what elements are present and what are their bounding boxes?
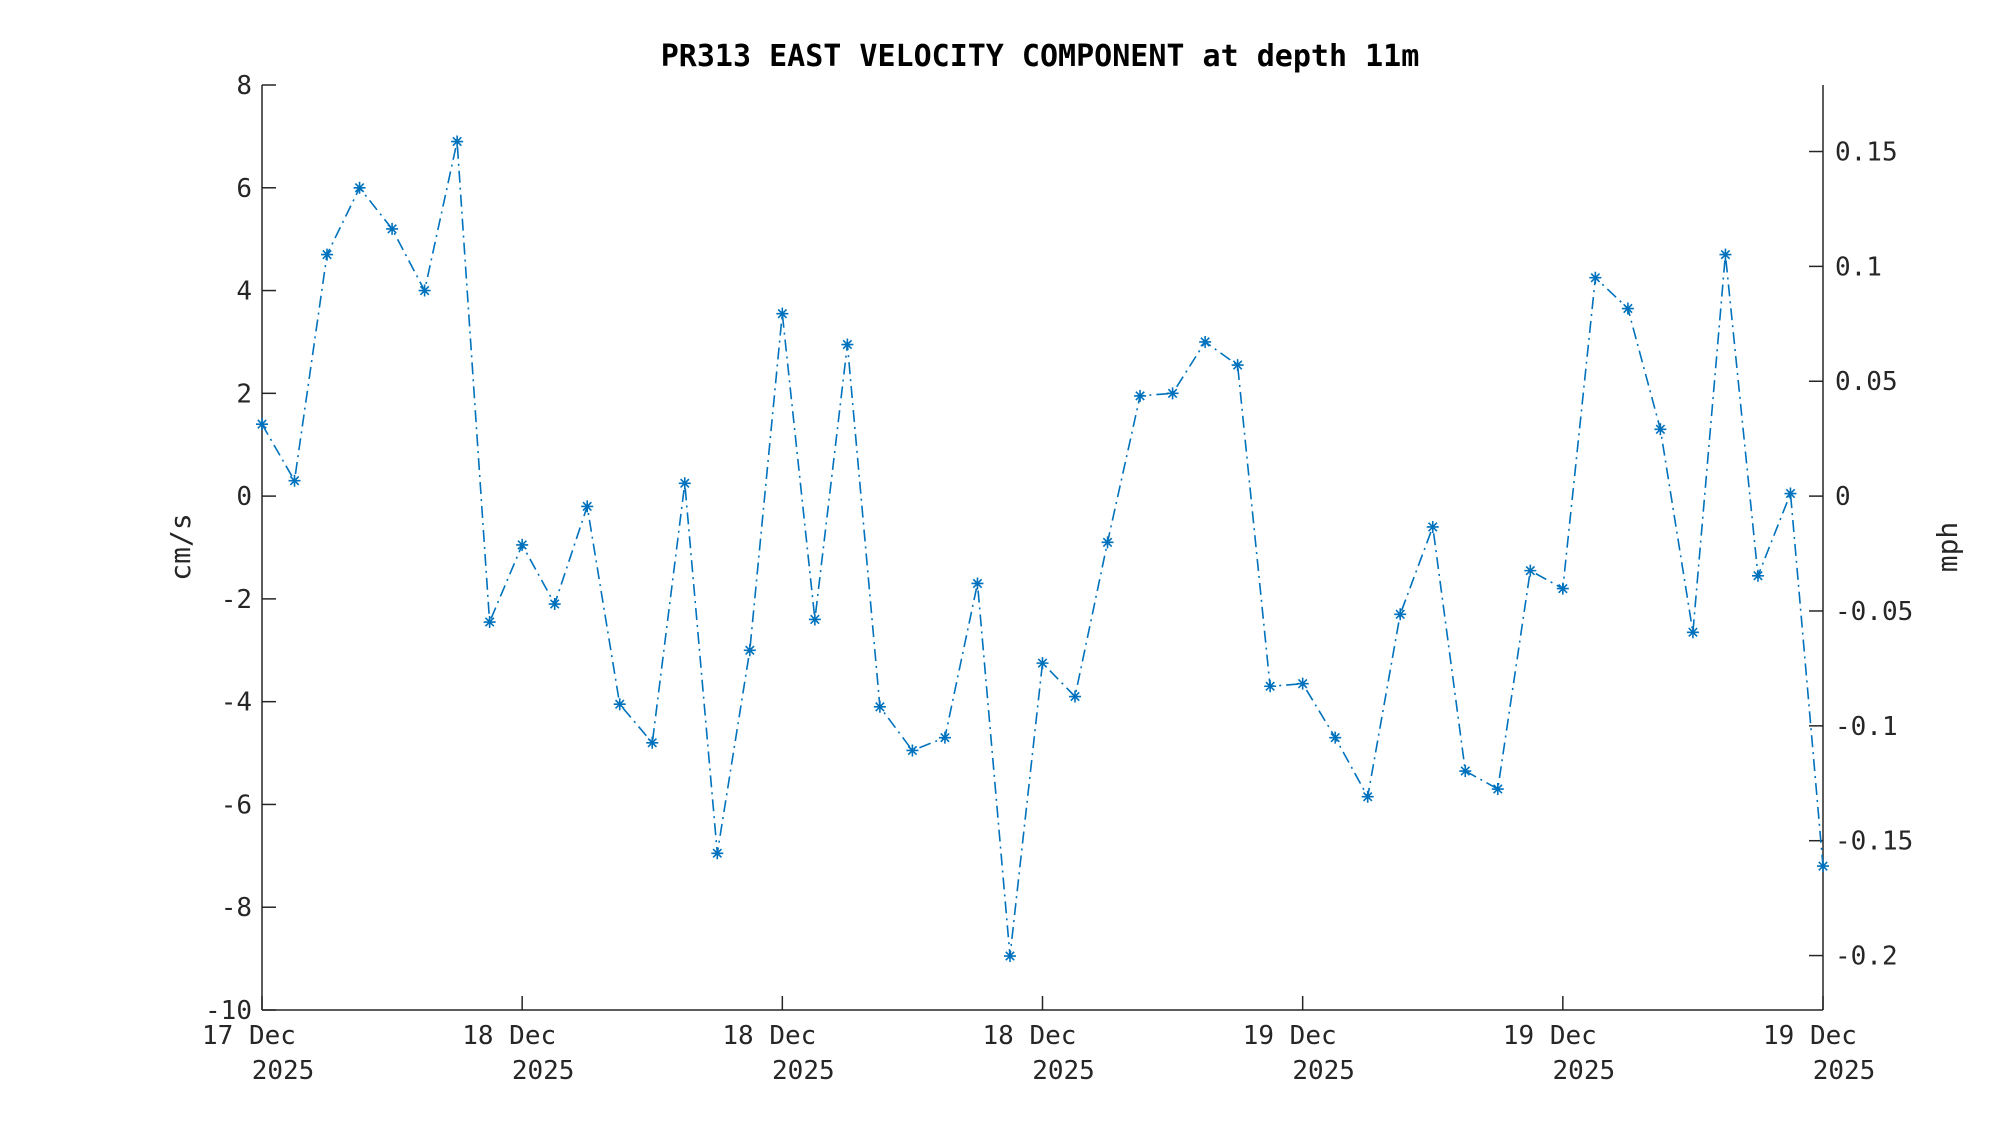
data-point-marker: [646, 736, 659, 749]
chart-title: PR313 EAST VELOCITY COMPONENT at depth 1…: [661, 39, 1420, 74]
data-point-marker: [1069, 690, 1082, 703]
y-tick-label-right: -0.2: [1835, 942, 1898, 972]
data-point-marker: [1003, 950, 1016, 963]
data-point-marker: [971, 577, 984, 590]
data-point-marker: [1361, 790, 1374, 803]
y-tick-label-right: -0.15: [1835, 827, 1913, 857]
data-point-marker: [353, 181, 366, 194]
y-tick-label-right: 0.15: [1835, 138, 1898, 168]
x-tick-label-date: 17 Dec: [202, 1021, 296, 1051]
data-point-marker: [581, 500, 594, 513]
x-ticks: 17 Dec 2025 18 Dec 2025 18 Dec 2025 18 Dec 2025…: [202, 996, 1875, 1086]
x-tick-label-date: 18 Dec: [462, 1021, 556, 1051]
data-point-marker: [1231, 359, 1244, 372]
data-point-marker: [1686, 626, 1699, 639]
data-point-marker: [483, 616, 496, 629]
data-point-marker: [386, 222, 399, 235]
y-axis-label-left: cm/s: [164, 513, 197, 580]
y-tick-label-left: 0: [236, 482, 252, 512]
data-point-marker: [678, 477, 691, 490]
y-tick-label-left: -6: [221, 790, 252, 820]
data-point-marker: [1817, 860, 1829, 873]
data-point-marker: [1166, 387, 1179, 400]
data-point-marker: [1199, 335, 1212, 348]
data-point-marker: [1556, 582, 1569, 595]
data-point-marker: [1101, 536, 1114, 549]
plot-axes: [261, 85, 1824, 1011]
data-point-marker: [1394, 608, 1407, 621]
data-point-marker: [1621, 302, 1634, 315]
y-tick-label-right: 0.1: [1835, 252, 1882, 282]
data-point-marker: [906, 744, 919, 757]
data-point-marker: [776, 307, 789, 320]
data-point-marker: [808, 613, 821, 626]
data-point-marker: [711, 847, 724, 860]
data-point-marker: [1329, 731, 1342, 744]
series-line: [261, 141, 1824, 957]
x-tick-label-date: 18 Dec: [983, 1021, 1077, 1051]
data-point-marker: [418, 284, 431, 297]
data-point-marker: [451, 135, 464, 148]
data-point-marker: [548, 598, 561, 611]
y-tick-label-left: 4: [236, 277, 252, 307]
x-tick-label-year: 2025: [252, 1056, 315, 1086]
right-y-ticks: 0.15 0.1 0.05 0 -0.05 -0.1 -0.15 -0.2: [1809, 138, 1913, 972]
y-tick-label-left: -4: [221, 688, 252, 718]
data-point-marker: [743, 644, 756, 657]
y-tick-label-right: 0.05: [1835, 367, 1898, 397]
x-tick-label-date: 19 Dec: [1763, 1021, 1857, 1051]
data-point-marker: [841, 338, 854, 351]
data-point-marker: [1491, 783, 1504, 796]
x-tick-label-date: 18 Dec: [722, 1021, 816, 1051]
x-tick-label-year: 2025: [1032, 1056, 1095, 1086]
data-point-marker: [1459, 765, 1472, 778]
y-tick-label-right: -0.05: [1835, 597, 1913, 627]
data-point-marker: [1426, 520, 1439, 533]
y-tick-label-left: 2: [236, 379, 252, 409]
data-point-marker: [1784, 487, 1797, 500]
x-tick-label-date: 19 Dec: [1243, 1021, 1337, 1051]
y-tick-label-left: 8: [236, 71, 252, 101]
y-axis-label-right: mph: [1931, 522, 1964, 573]
data-point-marker: [1296, 677, 1309, 690]
data-point-marker: [1719, 248, 1732, 261]
x-tick-label-year: 2025: [1813, 1056, 1876, 1086]
data-point-marker: [1036, 657, 1049, 670]
data-point-marker: [613, 698, 626, 711]
data-point-marker: [516, 538, 529, 551]
y-tick-label-right: 0: [1835, 482, 1851, 512]
y-tick-label-right: -0.1: [1835, 712, 1898, 742]
y-tick-label-left: -10: [205, 996, 252, 1026]
data-point-marker: [256, 418, 268, 431]
series-east-velocity: [256, 135, 1829, 963]
y-tick-label-left: -8: [221, 893, 252, 923]
x-tick-label-date: 19 Dec: [1503, 1021, 1597, 1051]
data-point-marker: [1264, 680, 1277, 693]
x-tick-label-year: 2025: [1292, 1056, 1355, 1086]
data-point-marker: [1654, 423, 1667, 436]
y-tick-label-left: -2: [221, 585, 252, 615]
x-tick-label-year: 2025: [772, 1056, 835, 1086]
data-point-marker: [873, 700, 886, 713]
data-point-marker: [938, 731, 951, 744]
data-point-marker: [1524, 564, 1537, 577]
y-tick-label-left: 6: [236, 174, 252, 204]
data-point-marker: [288, 474, 301, 487]
data-point-marker: [321, 248, 334, 261]
left-y-ticks: -10 -8 -6 -4 -2 0 2 4 6 8: [205, 71, 276, 1026]
data-point-marker: [1589, 271, 1602, 284]
x-tick-label-year: 2025: [1553, 1056, 1616, 1086]
data-point-marker: [1134, 389, 1147, 402]
x-tick-label-year: 2025: [512, 1056, 575, 1086]
data-point-marker: [1751, 569, 1764, 582]
